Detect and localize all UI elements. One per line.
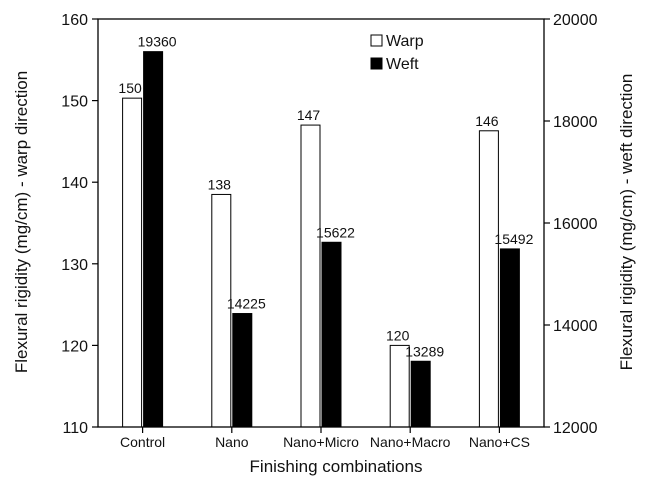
bar-weft bbox=[321, 241, 342, 428]
legend-label-warp: Warp bbox=[386, 33, 424, 50]
legend-label-weft: Weft bbox=[386, 56, 419, 73]
data-label-warp: 120 bbox=[386, 327, 410, 343]
y-right-tick-label: 20000 bbox=[553, 12, 598, 29]
bar-weft bbox=[143, 51, 164, 428]
y-axis-right-title: Flexural rigidity (mg/cm) - weft directi… bbox=[617, 74, 636, 371]
y-left-tick-label: 120 bbox=[61, 338, 88, 355]
x-axis-title: Finishing combinations bbox=[250, 457, 423, 476]
y-left-tick-label: 110 bbox=[62, 420, 88, 437]
data-label-weft: 15622 bbox=[316, 224, 355, 240]
y-right-tick-label: 16000 bbox=[553, 216, 598, 233]
y-left-tick-label: 150 bbox=[61, 94, 88, 111]
y-left-tick-label: 140 bbox=[61, 175, 88, 192]
bar-warp bbox=[478, 130, 499, 428]
legend-swatch-weft bbox=[370, 57, 383, 70]
y-axis-left-title: Flexural rigidity (mg/cm) - warp directi… bbox=[12, 71, 31, 373]
legend-swatch-warp bbox=[370, 34, 383, 47]
bar-warp bbox=[300, 124, 321, 428]
plot-frame bbox=[97, 18, 545, 428]
y-left-tick-label: 160 bbox=[61, 12, 88, 29]
y-left-tick-label: 130 bbox=[61, 257, 88, 274]
data-label-warp: 147 bbox=[297, 107, 321, 123]
data-label-weft: 13289 bbox=[405, 343, 444, 359]
x-tick-label: Nano bbox=[215, 434, 249, 450]
data-label-weft: 15492 bbox=[494, 231, 533, 247]
bar-weft bbox=[232, 313, 253, 428]
bar-weft bbox=[410, 360, 431, 428]
bar-warp bbox=[122, 97, 143, 428]
data-label-weft: 14225 bbox=[227, 296, 266, 312]
y-right-tick-label: 14000 bbox=[553, 318, 598, 335]
y-right-tick-label: 18000 bbox=[553, 114, 598, 131]
x-tick-label: Control bbox=[120, 434, 165, 450]
data-label-warp: 150 bbox=[118, 80, 142, 96]
data-label-warp: 146 bbox=[475, 113, 499, 129]
y-right-tick-label: 12000 bbox=[553, 420, 598, 437]
data-label-warp: 138 bbox=[208, 176, 232, 192]
x-tick-label: Nano+CS bbox=[469, 434, 530, 450]
data-label-weft: 19360 bbox=[138, 34, 177, 50]
x-tick-label: Nano+Macro bbox=[370, 434, 451, 450]
bar-weft bbox=[499, 248, 520, 428]
x-tick-label: Nano+Micro bbox=[283, 434, 359, 450]
